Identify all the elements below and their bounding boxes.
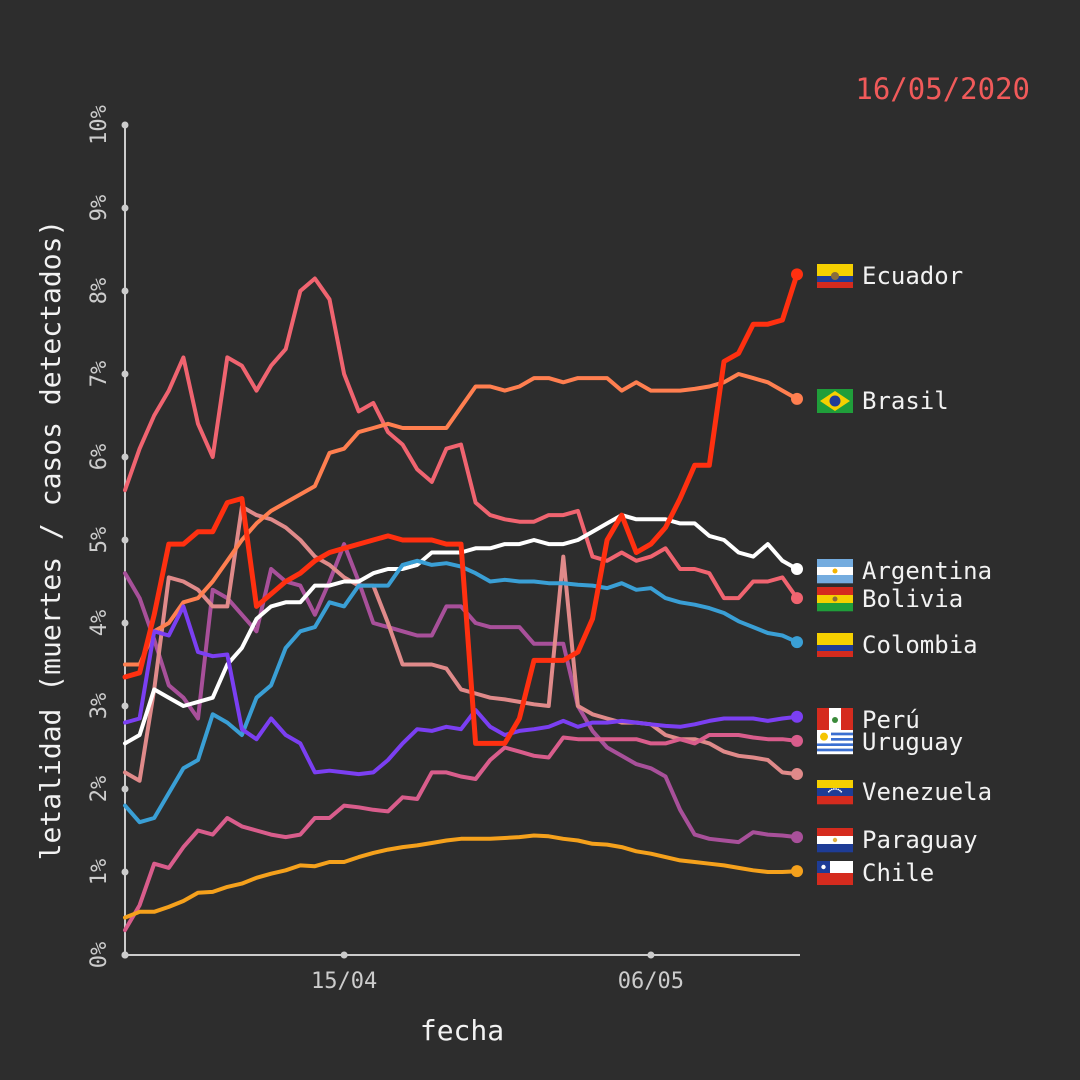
- series-line-ecuador: [122, 271, 800, 746]
- series-end-point-ecuador: [791, 268, 803, 281]
- y-tick-label: 8%: [87, 278, 112, 305]
- legend-label-chile: Chile: [862, 859, 934, 887]
- legend-label-ecuador: Ecuador: [862, 262, 963, 290]
- series-line-colombia: [123, 558, 799, 825]
- legend-label-uruguay: Uruguay: [862, 728, 963, 756]
- y-tick-mark: [121, 204, 129, 212]
- legend-label-venezuela: Venezuela: [862, 778, 992, 806]
- series-end-point-peru: [791, 710, 803, 723]
- x-axis-title: fecha: [420, 1014, 504, 1047]
- flag-paraguay-icon: [817, 828, 853, 853]
- series-line-chile: [123, 833, 799, 920]
- series-line-peru: [123, 604, 799, 777]
- y-axis-title: letalidad (muertes / casos detectados): [34, 220, 67, 861]
- x-tick-label: 06/05: [618, 969, 684, 994]
- series-end-point-brasil: [791, 392, 803, 405]
- y-tick-mark: [121, 619, 129, 627]
- y-tick-mark: [121, 287, 129, 295]
- legend-label-bolivia: Bolivia: [862, 585, 963, 613]
- y-tick-mark: [121, 370, 129, 378]
- y-tick-mark: [121, 536, 129, 544]
- series-line-brasil: [123, 372, 799, 667]
- flag-bolivia-icon: [817, 587, 853, 612]
- series-line-bolivia: [123, 276, 799, 601]
- x-tick-label: 15/04: [311, 969, 377, 994]
- y-tick-label: 3%: [87, 693, 112, 720]
- y-tick-mark: [121, 868, 129, 876]
- flag-uruguay-icon: [817, 730, 853, 755]
- legend-label-argentina: Argentina: [862, 557, 992, 585]
- series-lines: [122, 268, 803, 933]
- x-ticks: 15/04 06/05: [121, 951, 684, 994]
- flag-colombia-icon: [817, 633, 853, 657]
- legend-label-brasil: Brasil: [862, 387, 949, 415]
- series-end-point-colombia: [791, 636, 803, 649]
- series-end-point-argentina: [791, 563, 803, 576]
- date-label: 16/05/2020: [855, 72, 1030, 106]
- legend-label-peru: Perú: [862, 706, 920, 734]
- y-tick-label: 10%: [87, 105, 112, 145]
- series-line-uruguay: [123, 733, 799, 933]
- y-tick-label: 2%: [87, 776, 112, 803]
- flag-brasil-icon: [817, 389, 853, 413]
- y-tick-label: 1%: [87, 859, 112, 886]
- y-tick-label: 0%: [87, 942, 112, 969]
- series-line-paraguay: [123, 542, 799, 845]
- series-end-point-uruguay: [791, 734, 803, 747]
- y-ticks: 0% 1% 2% 3% 4% 5% 6% 7% 8% 9% 10%: [87, 105, 129, 968]
- series-end-point-chile: [791, 865, 803, 878]
- x-tick-mark: [647, 951, 655, 959]
- axes: [124, 125, 800, 956]
- y-tick-mark: [121, 121, 129, 129]
- x-tick-mark: [340, 951, 348, 959]
- flag-argentina-icon: [817, 559, 853, 584]
- series-end-point-venezuela: [791, 768, 803, 781]
- y-tick-label: 9%: [87, 195, 112, 222]
- y-tick-mark: [121, 785, 129, 793]
- x-axis-origin-mark: [121, 951, 129, 959]
- y-tick-mark: [121, 453, 129, 461]
- y-tick-mark: [121, 702, 129, 710]
- legend-label-paraguay: Paraguay: [862, 826, 978, 854]
- series-end-point-paraguay: [791, 831, 803, 844]
- y-tick-label: 4%: [87, 610, 112, 637]
- y-tick-label: 7%: [87, 361, 112, 388]
- flag-ecuador-icon: [817, 264, 853, 288]
- legend-label-colombia: Colombia: [862, 631, 978, 659]
- flag-chile-icon: [817, 861, 853, 885]
- y-tick-label: 5%: [87, 527, 112, 554]
- y-tick-label: 6%: [87, 444, 112, 471]
- flag-peru-icon: [817, 708, 853, 732]
- series-end-point-bolivia: [791, 592, 803, 605]
- flag-venezuela-icon: [817, 780, 853, 805]
